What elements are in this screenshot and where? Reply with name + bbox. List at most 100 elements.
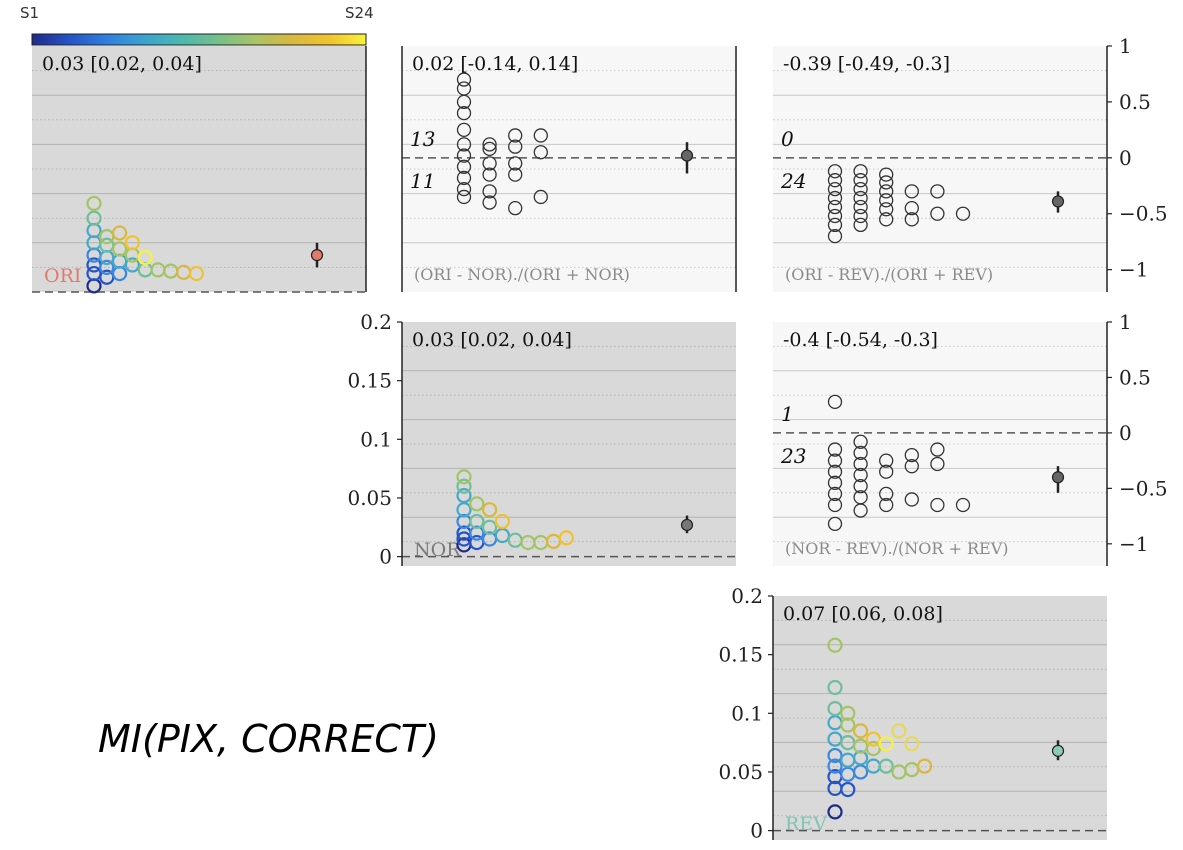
data-point <box>853 445 868 461</box>
data-point <box>533 145 548 160</box>
data-point <box>840 705 856 721</box>
data-point <box>853 217 868 233</box>
data-point <box>558 530 575 546</box>
data-point <box>533 189 548 205</box>
summary-mean <box>680 518 694 532</box>
data-point <box>827 181 843 197</box>
tick-label: 0.5 <box>1119 365 1151 389</box>
data-point <box>852 750 869 766</box>
stat-text: -0.4 [-0.54, -0.3] <box>783 329 938 351</box>
tick-label: −0.5 <box>1119 202 1168 226</box>
tick-label: −1 <box>1119 532 1148 556</box>
summary-mean <box>1051 744 1065 757</box>
data-point <box>508 128 523 143</box>
data-point <box>508 200 523 216</box>
summary-mean <box>1051 195 1065 208</box>
data-point <box>456 189 472 205</box>
data-point <box>865 740 882 757</box>
tick-label: 0 <box>379 545 392 569</box>
data-point <box>456 181 472 197</box>
count-below: 24 <box>780 169 806 193</box>
data-point <box>879 212 894 227</box>
figure-caption: MI(PIX, CORRECT) <box>98 717 439 761</box>
data-point <box>853 467 868 483</box>
colorbar-gradient <box>31 33 367 46</box>
data-point <box>827 475 843 490</box>
tick-label: 0.15 <box>718 643 763 667</box>
data-point <box>99 259 115 275</box>
data-point <box>469 496 485 512</box>
data-point <box>930 456 945 472</box>
data-point <box>853 456 868 472</box>
data-point <box>456 137 472 152</box>
data-point <box>904 184 919 199</box>
summary-mean <box>310 249 324 262</box>
stat-text: -0.39 [-0.49, -0.3] <box>783 53 950 75</box>
data-point <box>879 464 894 479</box>
data-point <box>827 394 843 410</box>
data-point <box>456 94 472 110</box>
tick-label: 0 <box>750 819 763 843</box>
panel-label: (NOR - REV)./(NOR + REV) <box>785 539 1009 558</box>
data-point <box>469 525 485 541</box>
data-point <box>456 478 472 494</box>
data-point <box>827 208 843 224</box>
data-point <box>827 497 843 513</box>
data-point <box>827 464 843 479</box>
data-point <box>879 175 894 190</box>
data-point <box>456 105 472 121</box>
count-below: 11 <box>410 169 435 193</box>
panel-label: NOR <box>414 539 461 561</box>
data-point <box>482 141 497 157</box>
summary-mean <box>680 149 694 162</box>
data-point <box>508 156 523 171</box>
data-point <box>124 257 140 273</box>
data-point <box>827 516 843 532</box>
panel-label: (ORI - REV)./(ORI + REV) <box>785 265 993 284</box>
panel-nor: 0.2 0.15 0.1 0.05 0 0.03 [0.02, 0.04] NOR <box>347 310 736 569</box>
data-point <box>891 723 907 739</box>
stat-text: 0.02 [-0.14, 0.14] <box>412 53 578 75</box>
data-point <box>955 206 971 221</box>
data-point <box>456 72 472 87</box>
data-point <box>482 167 497 182</box>
data-point <box>469 513 485 530</box>
data-point <box>955 497 971 513</box>
panel-rev: 0.2 0.15 0.1 0.05 0 0.07 [0.06, 0.08] REV <box>718 584 1107 843</box>
data-point <box>930 206 945 221</box>
count-above: 13 <box>410 127 435 151</box>
data-point <box>865 731 882 747</box>
colorbar: S1 S24 <box>20 4 374 46</box>
summary-mean <box>1051 471 1065 484</box>
tick-label: 0.15 <box>347 369 392 393</box>
data-point <box>853 173 868 188</box>
data-point <box>879 202 894 217</box>
data-point <box>482 137 497 152</box>
data-point <box>188 265 204 282</box>
tick-label: 0.05 <box>718 760 763 784</box>
data-point <box>879 486 894 502</box>
data-point <box>508 139 523 154</box>
data-point <box>456 122 472 138</box>
data-point <box>878 736 894 752</box>
tick-label: 0.05 <box>347 486 392 510</box>
data-point <box>86 195 102 212</box>
tick-label: 0.1 <box>731 701 763 725</box>
data-point <box>827 747 843 764</box>
panel-ori: 0.03 [0.02, 0.04] ORI <box>32 46 367 294</box>
data-point <box>879 497 894 513</box>
data-point <box>827 228 843 244</box>
data-point <box>456 159 472 174</box>
data-point <box>482 519 498 535</box>
data-point <box>827 442 843 457</box>
panel-label: ORI <box>44 265 81 287</box>
tick-label: 0.5 <box>1119 90 1151 114</box>
data-point <box>494 513 510 530</box>
data-point <box>827 804 843 820</box>
tick-label: 0.2 <box>360 310 392 334</box>
stat-text: 0.07 [0.06, 0.08] <box>783 603 943 625</box>
data-point <box>827 190 843 206</box>
panel-background <box>773 596 1107 840</box>
tick-label: 0.1 <box>360 427 392 451</box>
